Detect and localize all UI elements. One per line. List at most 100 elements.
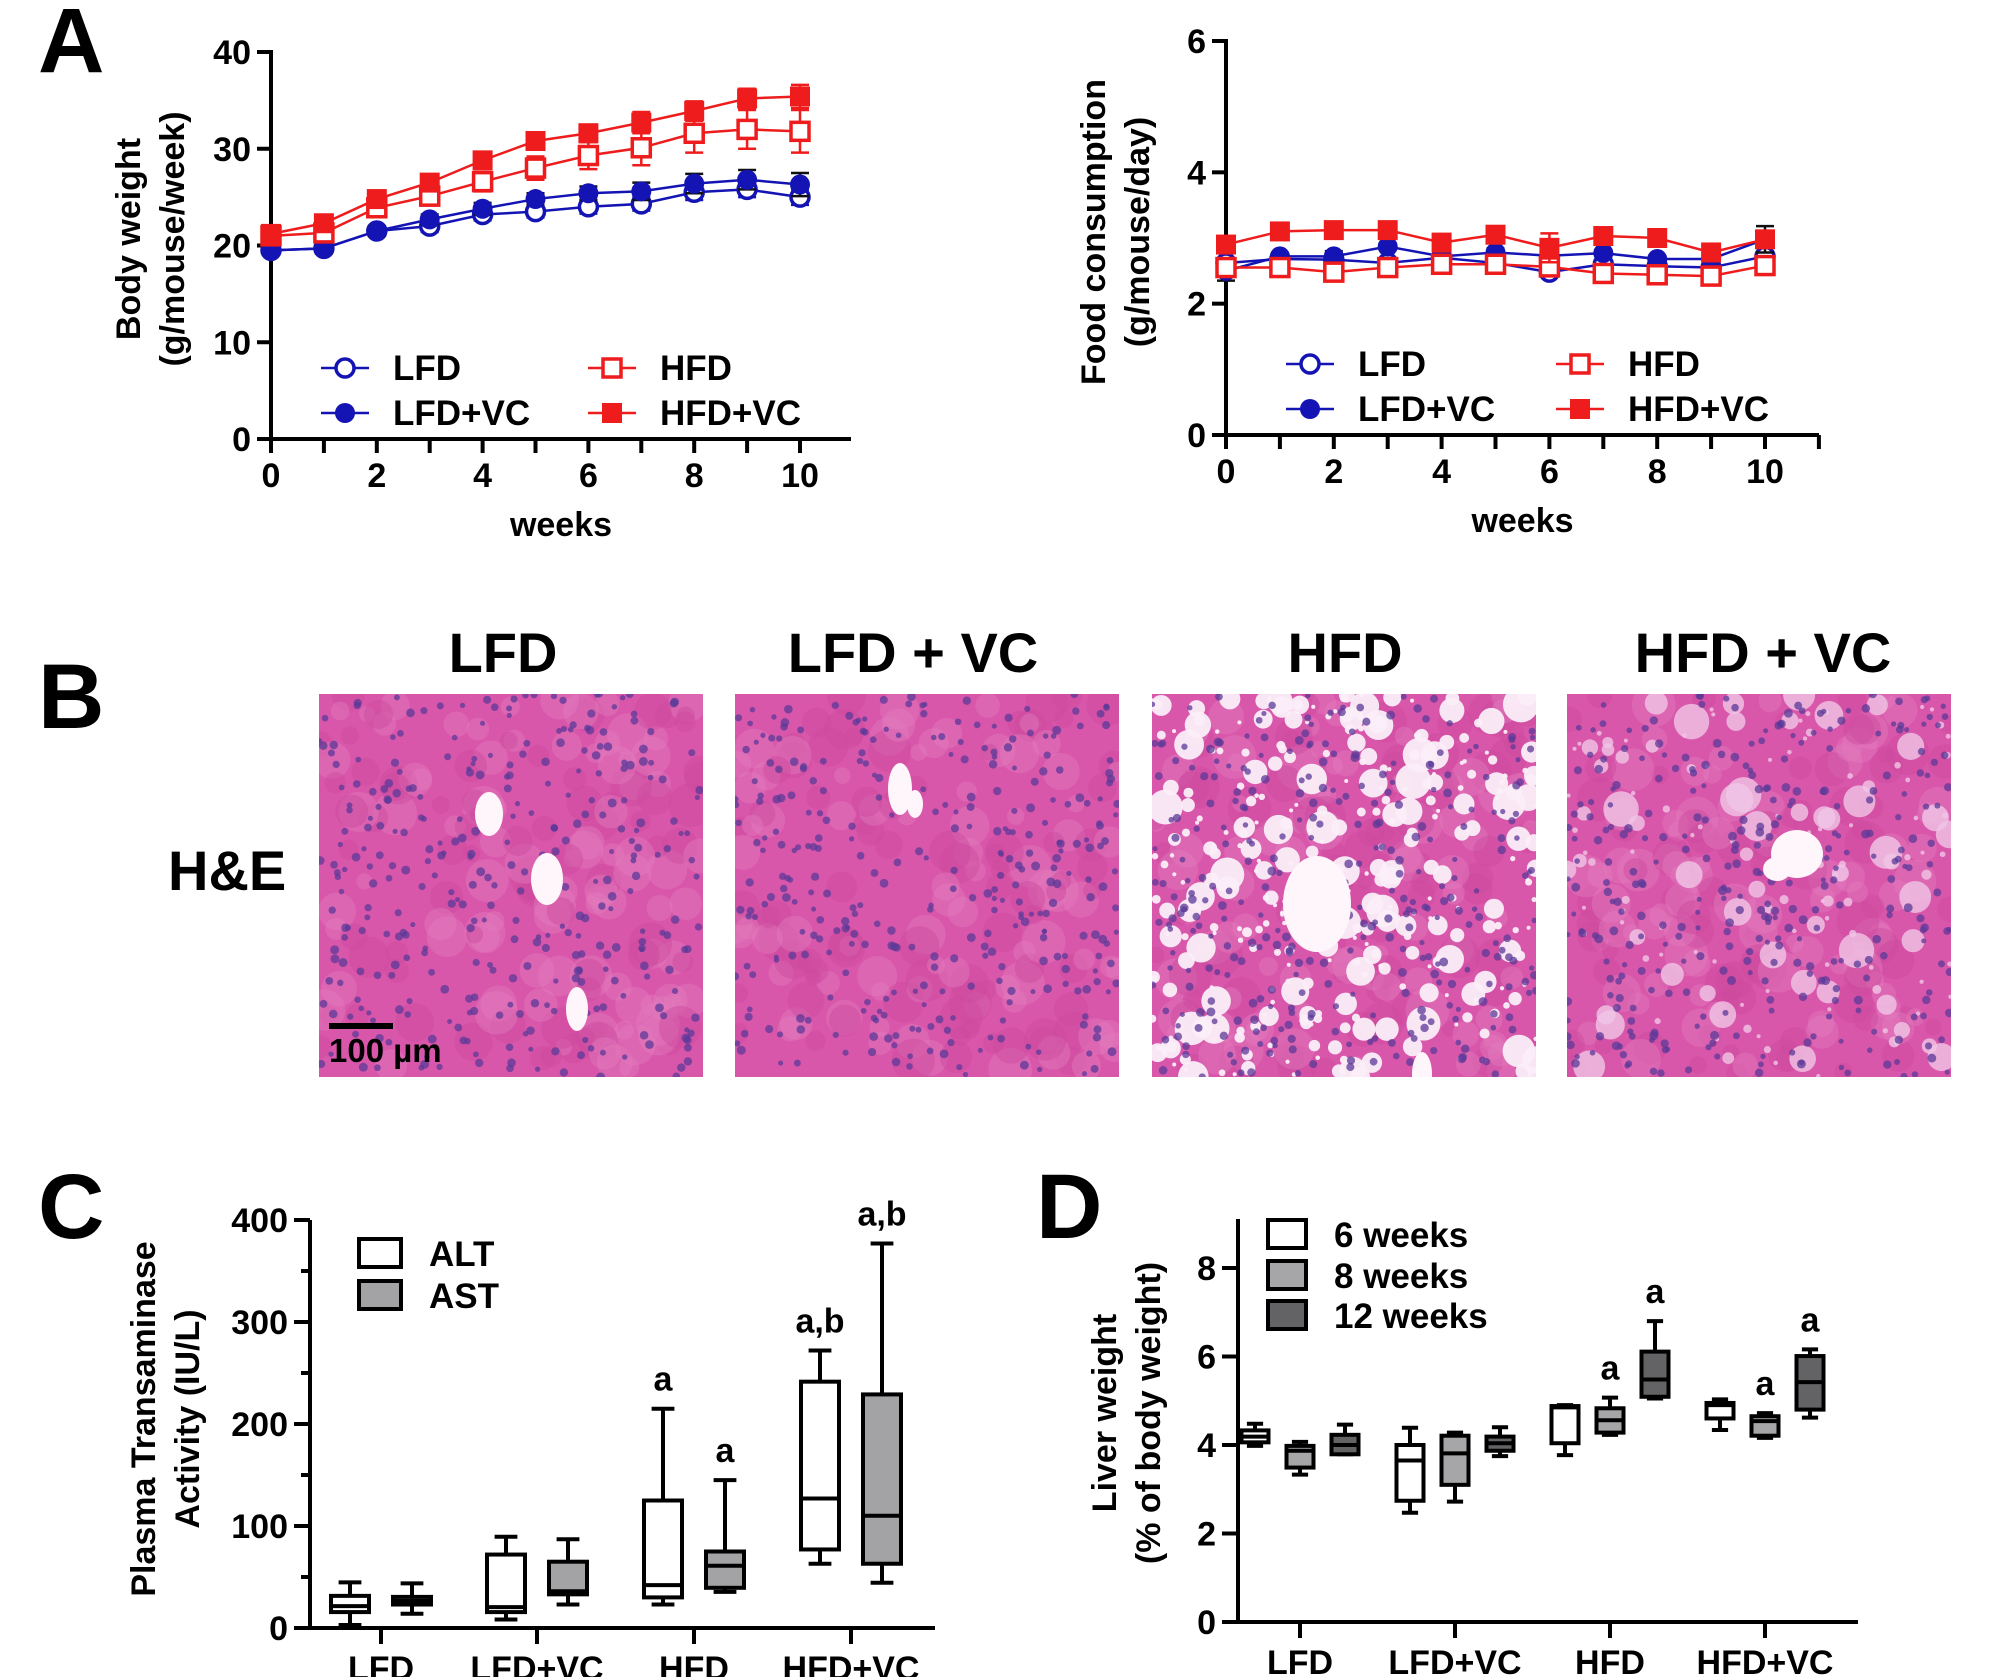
cytoplasm-texture <box>1220 976 1262 1018</box>
cytoplasm-texture <box>1480 1034 1506 1060</box>
nucleus <box>1112 979 1119 988</box>
nucleus <box>850 930 859 938</box>
nucleus <box>1944 1069 1950 1075</box>
nucleus <box>879 878 889 888</box>
cytoplasm-texture <box>1702 816 1735 850</box>
nucleus <box>1612 1004 1621 1012</box>
lipid-vacuole <box>1502 773 1508 779</box>
cytoplasm-texture <box>894 1023 930 1059</box>
nucleus <box>559 1068 569 1077</box>
lipid-vacuole <box>1214 729 1220 734</box>
nucleus <box>1748 771 1757 780</box>
x-tick-label: 0 <box>1217 453 1236 491</box>
lipid-vacuole <box>1356 807 1366 817</box>
nucleus <box>1757 1061 1764 1068</box>
cytoplasm-texture <box>931 718 963 749</box>
nucleus <box>375 851 384 860</box>
nucleus <box>1843 849 1850 856</box>
nucleus <box>1014 861 1023 870</box>
nucleus <box>1362 717 1371 726</box>
cytoplasm-texture <box>466 717 490 741</box>
data-point <box>789 120 811 143</box>
nucleus <box>848 822 856 830</box>
nucleus <box>988 760 998 769</box>
nucleus <box>1367 1038 1374 1046</box>
nucleus <box>1261 710 1267 717</box>
nucleus <box>1019 1060 1029 1070</box>
nucleus <box>954 718 962 726</box>
nucleus <box>1083 799 1091 807</box>
nucleus <box>1721 895 1727 902</box>
cytoplasm-texture <box>1875 939 1915 980</box>
lipid-vacuole <box>1779 894 1789 905</box>
data-point <box>1701 242 1722 263</box>
y-tick-label: 0 <box>269 1610 288 1648</box>
data-point <box>684 173 705 194</box>
nucleus <box>516 1010 524 1018</box>
stain-label: H&E <box>168 839 286 902</box>
nucleus <box>776 1031 784 1038</box>
nucleus <box>1332 1003 1340 1010</box>
nucleus <box>1420 1023 1429 1033</box>
nucleus <box>417 793 424 800</box>
legend-label: HFD <box>660 349 732 388</box>
lipid-vacuole <box>1642 955 1650 962</box>
nucleus <box>1701 783 1707 789</box>
nucleus <box>1244 733 1250 739</box>
cytoplasm-texture <box>385 941 409 964</box>
nucleus <box>1508 817 1516 825</box>
nucleus <box>1806 962 1815 971</box>
cytoplasm-texture <box>1805 1015 1839 1049</box>
nucleus <box>1593 836 1603 845</box>
nucleus <box>1641 724 1649 732</box>
nucleus <box>861 940 869 949</box>
data-point <box>1377 236 1398 257</box>
nucleus <box>476 867 486 877</box>
nucleus <box>1575 724 1582 731</box>
nucleus <box>799 763 808 771</box>
nucleus <box>358 927 366 935</box>
nucleus <box>1901 791 1908 797</box>
lipid-vacuole <box>1630 849 1635 854</box>
lipid-vacuole <box>1237 937 1244 943</box>
lipid-vacuole <box>1258 1006 1279 1027</box>
nucleus <box>564 928 572 937</box>
nucleus <box>1248 998 1258 1008</box>
nucleus <box>1348 728 1356 736</box>
lipid-vacuole <box>1201 986 1231 1016</box>
nucleus <box>406 998 413 1005</box>
nucleus <box>1354 820 1362 829</box>
lipid-vacuole <box>1722 1052 1735 1065</box>
legend-marker <box>601 357 623 379</box>
cytoplasm-texture <box>1603 847 1641 885</box>
nucleus <box>1497 845 1506 855</box>
lipid-vacuole <box>1432 865 1452 884</box>
cytoplasm-texture <box>1232 913 1259 941</box>
lipid-vacuole <box>1743 1024 1752 1034</box>
nucleus <box>799 928 806 935</box>
lipid-vacuole <box>1156 730 1166 740</box>
nucleus <box>1838 1064 1845 1071</box>
nucleus <box>471 826 481 836</box>
nucleus <box>891 1057 901 1067</box>
nucleus <box>465 994 474 1003</box>
lipid-vacuole <box>1195 820 1200 825</box>
nucleus <box>361 846 367 852</box>
legend-marker <box>334 357 356 379</box>
scale-bar-label: 100 µm <box>329 1032 442 1069</box>
nucleus <box>1497 834 1506 843</box>
nucleus <box>1444 771 1452 779</box>
nucleus <box>756 797 764 805</box>
cytoplasm-texture <box>1846 881 1868 903</box>
nucleus <box>927 1022 935 1031</box>
nucleus <box>1037 910 1043 917</box>
nucleus <box>394 909 402 917</box>
nucleus <box>1025 1043 1032 1050</box>
nucleus <box>367 815 373 821</box>
nucleus <box>1648 986 1655 994</box>
nucleus <box>347 1013 354 1020</box>
x-tick-label: 8 <box>1648 453 1667 491</box>
lipid-vacuole <box>1482 920 1496 934</box>
nucleus <box>1287 748 1293 755</box>
nucleus <box>1872 934 1882 944</box>
